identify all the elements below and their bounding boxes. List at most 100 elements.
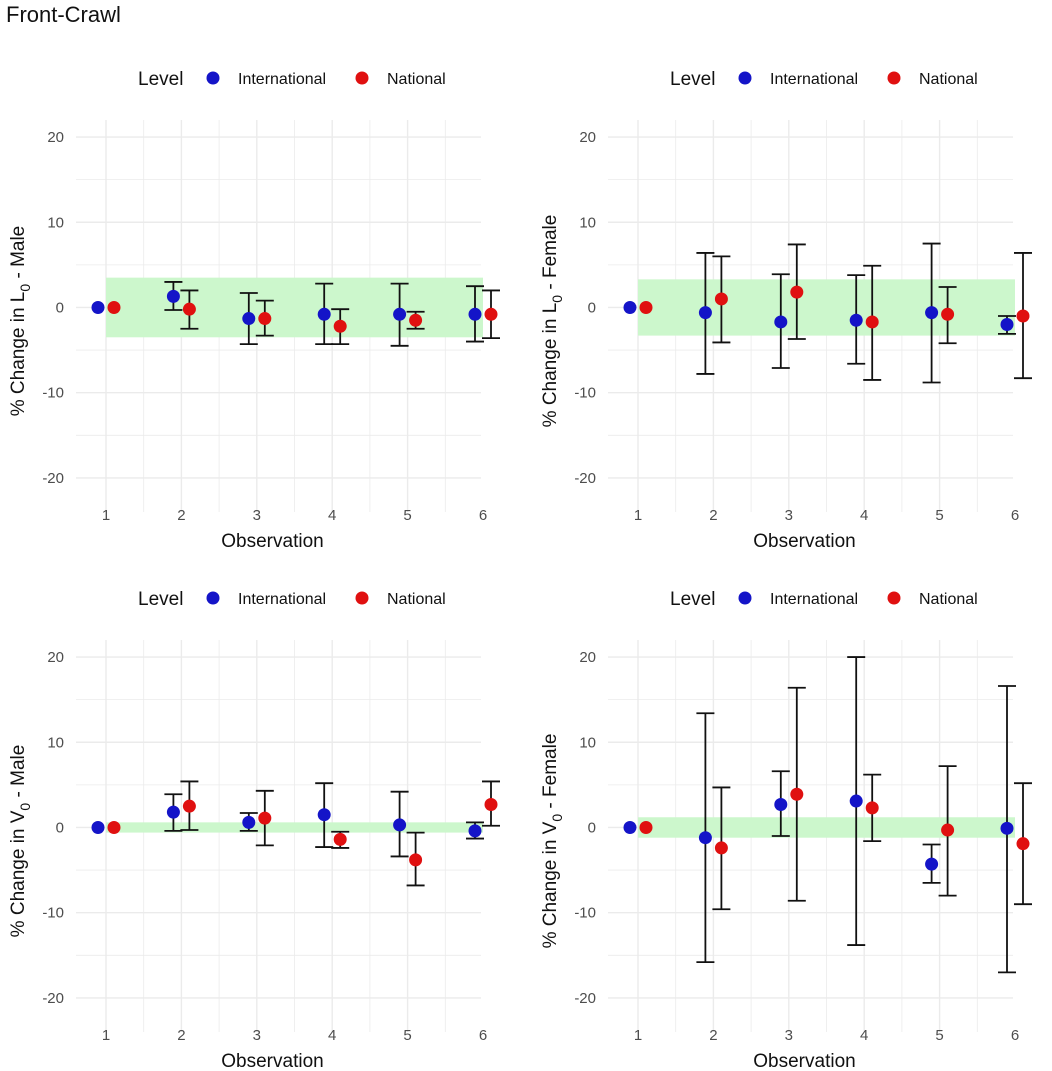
legend-title: Level	[138, 589, 183, 610]
x-axis-label: Observation	[221, 1051, 323, 1071]
point-international	[774, 797, 788, 811]
legend-key-international	[206, 591, 220, 605]
point-national	[107, 820, 121, 834]
x-tick-label: 5	[935, 507, 943, 524]
y-axis-label-subscript: 0	[549, 814, 565, 822]
x-tick-label: 6	[1011, 1027, 1019, 1044]
equivalence-band	[638, 279, 1015, 336]
legend: Level International National	[670, 69, 978, 90]
x-tick-label: 6	[479, 1027, 487, 1044]
y-tick-label: 0	[588, 819, 596, 836]
point-national	[1016, 309, 1030, 323]
x-tick-label: 2	[177, 1027, 185, 1044]
point-international	[623, 820, 637, 834]
x-tick-label: 3	[253, 507, 261, 524]
legend-label-national: National	[387, 591, 446, 608]
y-tick-label: -10	[574, 905, 596, 922]
x-tick-label: 4	[328, 1027, 336, 1044]
legend-key-national	[355, 591, 369, 605]
x-tick-label: 4	[860, 1027, 868, 1044]
x-tick-label: 3	[785, 507, 793, 524]
legend-title: Level	[138, 69, 183, 90]
y-axis-label: % Change in V0 - Male	[8, 745, 33, 938]
y-tick-label: 20	[579, 129, 596, 146]
point-national	[484, 797, 498, 811]
legend-key-national	[355, 71, 369, 85]
y-axis-label-symbol: L	[540, 303, 561, 314]
legend: Level International National	[670, 589, 978, 610]
legend: Level International National	[138, 69, 446, 90]
legend-key-international	[738, 71, 752, 85]
legend-label-international: International	[238, 591, 326, 608]
y-tick-label: -20	[574, 990, 596, 1007]
legend-title: Level	[670, 69, 715, 90]
point-national	[1016, 837, 1030, 851]
point-international	[623, 300, 637, 314]
legend-label-international: International	[770, 591, 858, 608]
point-national	[865, 315, 879, 329]
chart-panel-bottom-left: 20 10 0 -10 -20 1 2 3 4 5 6 Observation % Change in …	[8, 589, 500, 1071]
x-tick-label: 4	[860, 507, 868, 524]
point-international	[925, 857, 939, 871]
y-tick-label: -10	[42, 385, 64, 402]
y-tick-label: 10	[579, 214, 596, 231]
y-axis-label-subscript: 0	[17, 284, 33, 292]
x-tick-label: 1	[634, 1027, 642, 1044]
point-international	[1000, 318, 1014, 332]
y-axis-label-symbol: V	[8, 810, 29, 823]
point-international	[1000, 821, 1014, 835]
point-international	[849, 794, 863, 808]
point-national	[639, 300, 653, 314]
x-tick-label: 2	[709, 1027, 717, 1044]
y-tick-label: 0	[56, 299, 64, 316]
legend-label-international: International	[238, 71, 326, 88]
y-axis-label-symbol: L	[8, 292, 29, 303]
x-tick-label: 1	[634, 507, 642, 524]
point-international	[242, 312, 256, 326]
x-axis-label: Observation	[753, 531, 855, 552]
point-international	[242, 815, 256, 829]
x-tick-label: 3	[253, 1027, 261, 1044]
y-tick-label: 20	[47, 649, 64, 666]
x-tick-label: 2	[709, 507, 717, 524]
y-tick-label: -20	[574, 470, 596, 487]
y-axis-label-prefix: % Change in	[540, 313, 561, 427]
point-national	[182, 302, 196, 316]
legend-key-international	[738, 591, 752, 605]
point-international	[698, 306, 712, 320]
equivalence-band	[106, 277, 483, 338]
point-national	[484, 307, 498, 321]
y-tick-label: 10	[47, 214, 64, 231]
y-axis-label-symbol: V	[540, 821, 561, 834]
y-axis-label-suffix: - Female	[540, 215, 561, 295]
x-tick-label: 5	[403, 1027, 411, 1044]
legend-label-national: National	[919, 591, 978, 608]
chart-panel-top-right: 20 10 0 -10 -20 1 2 3 4 5 6 Observation % Change in …	[540, 69, 1032, 552]
legend-key-national	[887, 591, 901, 605]
point-international	[774, 315, 788, 329]
y-axis-label-subscript: 0	[549, 295, 565, 303]
y-axis-label: % Change in L0 - Female	[540, 215, 565, 428]
point-national	[790, 285, 804, 299]
x-tick-label: 5	[403, 507, 411, 524]
y-tick-label: 10	[579, 734, 596, 751]
point-international	[166, 805, 180, 819]
point-national	[790, 787, 804, 801]
point-international	[925, 306, 939, 320]
y-tick-label: 0	[588, 299, 596, 316]
point-international	[317, 808, 331, 822]
point-national	[714, 841, 728, 855]
point-national	[865, 801, 879, 815]
point-international	[468, 824, 482, 838]
point-international	[393, 307, 407, 321]
point-international	[468, 307, 482, 321]
point-international	[166, 289, 180, 303]
legend-key-national	[887, 71, 901, 85]
y-tick-label: 0	[56, 819, 64, 836]
point-national	[333, 832, 347, 846]
point-national	[182, 799, 196, 813]
point-national	[639, 820, 653, 834]
y-axis-label-suffix: - Male	[8, 745, 29, 803]
equivalence-band	[106, 822, 483, 833]
